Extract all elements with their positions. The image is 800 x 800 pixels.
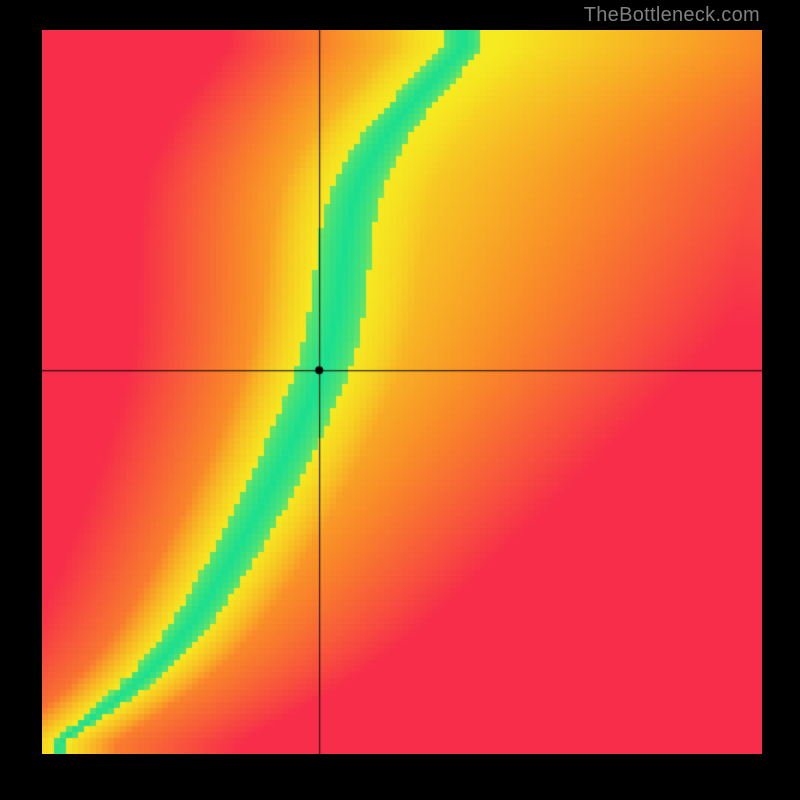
heatmap-plot [42,30,762,754]
chart-root: TheBottleneck.com [0,0,800,800]
watermark-label: TheBottleneck.com [584,4,760,27]
heatmap-canvas [42,30,762,754]
